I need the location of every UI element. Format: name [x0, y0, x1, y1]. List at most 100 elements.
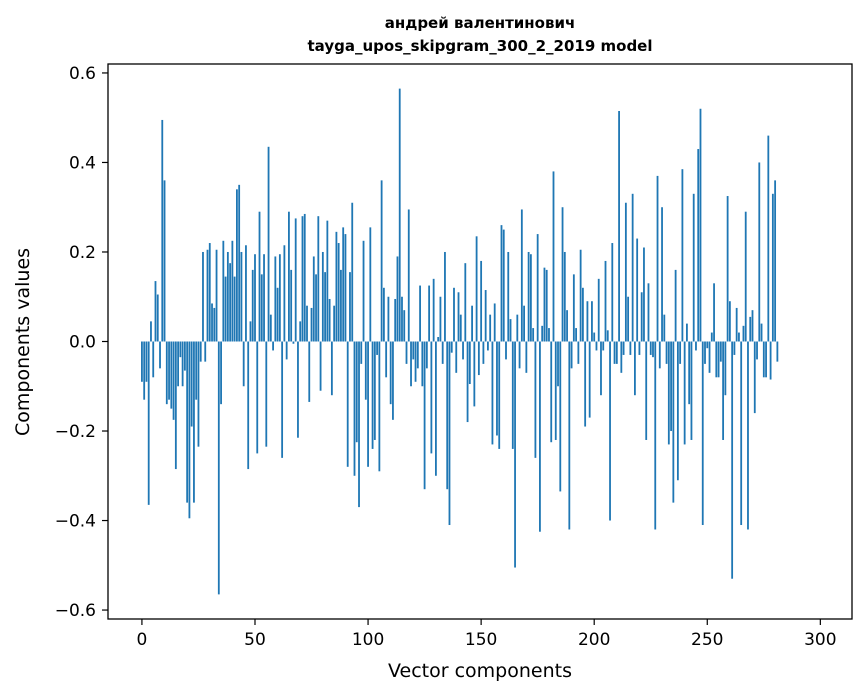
bar: [432, 278, 435, 342]
bar: [430, 341, 433, 454]
bar: [539, 341, 541, 532]
bar: [502, 229, 505, 342]
y-tick-label: −0.4: [55, 512, 96, 532]
bar: [373, 341, 376, 440]
bar: [181, 341, 184, 387]
bar: [505, 341, 507, 360]
bar: [290, 269, 293, 342]
bar: [387, 296, 390, 342]
bar: [260, 274, 263, 342]
bar: [536, 234, 539, 342]
bar: [340, 269, 342, 342]
bar: [278, 254, 281, 342]
bar: [464, 263, 467, 342]
bar: [419, 285, 421, 342]
bar: [769, 341, 772, 380]
bar: [500, 225, 503, 342]
bar: [588, 341, 591, 418]
bar: [254, 254, 256, 342]
bar: [150, 321, 152, 342]
bar: [570, 341, 573, 369]
bar: [676, 341, 679, 481]
bar: [401, 296, 403, 342]
bar: [717, 341, 720, 378]
bar: [217, 341, 220, 595]
bar: [688, 341, 691, 405]
bar: [760, 323, 763, 342]
bar: [575, 328, 578, 342]
bar: [631, 193, 634, 342]
bar: [572, 274, 575, 342]
bar: [665, 341, 668, 364]
bar: [674, 269, 677, 342]
bar: [183, 341, 186, 371]
bar: [722, 341, 725, 440]
bar: [525, 341, 528, 373]
bar: [154, 281, 157, 342]
bar: [681, 169, 684, 342]
bar: [466, 341, 469, 423]
bar: [602, 341, 605, 351]
bar: [285, 341, 288, 360]
bar: [624, 202, 627, 342]
bar: [579, 249, 582, 342]
bar: [738, 332, 740, 342]
bar: [459, 314, 462, 342]
bar: [226, 251, 229, 342]
bar: [518, 341, 521, 369]
bar: [195, 341, 198, 400]
bar: [776, 341, 779, 362]
bar: [489, 314, 492, 342]
bar: [715, 341, 718, 378]
bar: [473, 341, 476, 407]
y-axis-label: Components values: [12, 248, 34, 436]
bar: [364, 341, 367, 400]
bar: [543, 267, 546, 342]
bar: [236, 189, 238, 342]
bar: [604, 260, 607, 342]
bar: [174, 341, 177, 470]
bar: [233, 276, 236, 342]
bar: [733, 341, 736, 355]
bar: [380, 180, 383, 342]
bar: [593, 332, 596, 342]
bar: [656, 175, 659, 342]
bar: [541, 325, 544, 342]
bar: [376, 341, 379, 355]
bar: [369, 227, 372, 342]
bar: [303, 213, 306, 342]
bar: [647, 283, 650, 342]
bar: [529, 254, 532, 342]
bar: [355, 341, 358, 443]
bar: [321, 251, 324, 342]
bar: [475, 236, 478, 342]
bar: [441, 341, 444, 364]
bar: [378, 341, 381, 472]
x-tick-label: 100: [352, 630, 384, 650]
bar: [186, 341, 189, 503]
bar: [735, 307, 738, 342]
bar: [428, 285, 431, 342]
bar: [412, 341, 415, 360]
bar: [213, 307, 216, 342]
bar: [224, 276, 227, 342]
bar: [774, 180, 777, 342]
bar: [477, 341, 480, 376]
bar: [719, 341, 722, 362]
bar: [520, 209, 523, 342]
bar: [337, 243, 340, 342]
bar: [437, 337, 440, 342]
bar: [686, 323, 688, 342]
y-tick-label: 0.0: [69, 333, 96, 353]
bar: [690, 341, 693, 440]
bar: [615, 341, 618, 364]
bar: [742, 325, 745, 342]
chart-title: андрей валентинович: [385, 14, 576, 32]
bar: [272, 341, 274, 351]
bar: [231, 240, 234, 342]
bar: [242, 341, 245, 387]
bar: [618, 111, 620, 342]
bar: [333, 305, 336, 342]
bar: [523, 305, 525, 342]
